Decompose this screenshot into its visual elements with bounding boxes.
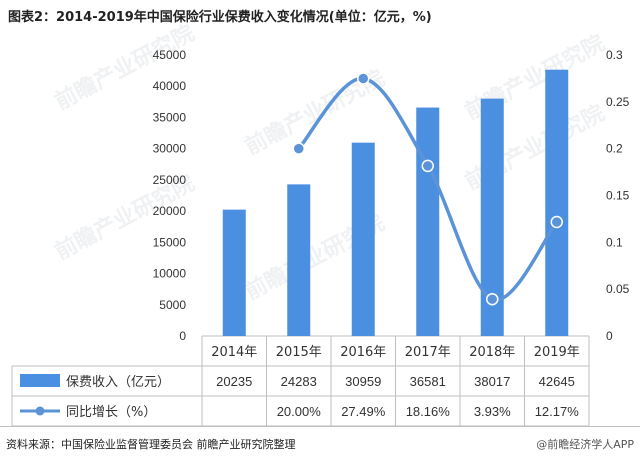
right-tick-label: 0.3 — [606, 48, 623, 62]
bar-value-cell: 42645 — [539, 374, 575, 389]
right-tick-label: 0.05 — [606, 282, 630, 296]
bar-value-cell: 36581 — [410, 374, 446, 389]
category-label: 2014年 — [211, 345, 257, 360]
left-tick-label: 15000 — [153, 235, 187, 249]
chart-title: 图表2：2014-2019年中国保险行业保费收入变化情况(单位：亿元，%) — [8, 10, 432, 25]
credit-text: @前瞻经济学人APP — [536, 438, 634, 451]
right-tick-label: 0.25 — [606, 95, 630, 109]
watermark-text: 前瞻产业研究院 — [51, 20, 199, 115]
bar-value-cell: 38017 — [474, 374, 510, 389]
left-tick-label: 5000 — [159, 298, 186, 312]
category-label: 2017年 — [405, 345, 451, 360]
category-label: 2015年 — [276, 345, 322, 360]
line-value-cell: 20.00% — [277, 404, 322, 419]
left-tick-label: 0 — [179, 329, 186, 343]
bar-value-cell: 24283 — [281, 374, 317, 389]
line-value-cell: 3.93% — [474, 404, 511, 419]
right-tick-label: 0.15 — [606, 189, 630, 203]
line-point — [292, 142, 305, 155]
left-tick-label: 35000 — [153, 110, 187, 124]
category-label: 2016年 — [340, 345, 386, 360]
left-tick-label: 10000 — [153, 267, 187, 281]
line-value-cell: 27.49% — [341, 404, 386, 419]
bar-value-cell: 30959 — [345, 374, 381, 389]
line-value-cell: 18.16% — [406, 404, 451, 419]
bar — [222, 209, 246, 336]
footer-divider — [0, 426, 640, 427]
left-tick-label: 45000 — [153, 48, 187, 62]
left-tick-label: 40000 — [153, 79, 187, 93]
legend-bar-swatch — [20, 374, 60, 387]
bar-value-cell: 20235 — [216, 374, 252, 389]
line-value-cell: 12.17% — [535, 404, 580, 419]
bar — [416, 107, 440, 336]
legend-bar-label: 保费收入（亿元） — [66, 375, 170, 390]
right-tick-label: 0.1 — [606, 235, 623, 249]
legend-line-marker — [35, 406, 45, 416]
bar — [351, 142, 375, 336]
line-point — [486, 292, 499, 306]
left-axis: 0 5000 10000 15000 20000 25000 30000 35000 40000… — [153, 48, 187, 343]
left-tick-label: 30000 — [153, 142, 187, 156]
left-tick-label: 25000 — [153, 173, 187, 187]
line-series — [292, 72, 563, 306]
legend-line-label: 同比增长（%） — [66, 405, 156, 420]
bar — [545, 69, 569, 337]
category-label: 2018年 — [469, 345, 515, 360]
right-axis: 0 0.05 0.1 0.15 0.2 0.25 0.3 — [606, 48, 630, 343]
bar — [480, 98, 504, 337]
line-point — [550, 215, 563, 229]
left-tick-label: 20000 — [153, 204, 187, 218]
line-point — [357, 72, 370, 85]
bar — [287, 184, 311, 336]
line-point — [421, 159, 434, 173]
source-note: 资料来源：中国保险业监督管理委员会 前瞻产业研究院整理 — [6, 438, 296, 451]
right-tick-label: 0.2 — [606, 142, 623, 156]
category-label: 2019年 — [534, 345, 580, 360]
right-tick-label: 0 — [606, 329, 613, 343]
